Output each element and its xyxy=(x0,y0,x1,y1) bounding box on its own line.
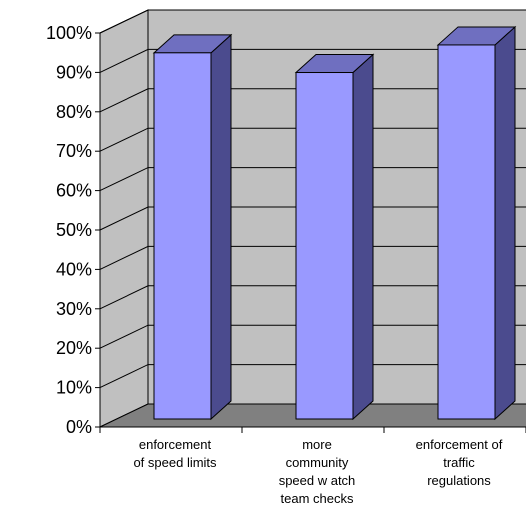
y-tick-label: 100% xyxy=(46,23,92,43)
bar xyxy=(436,25,517,421)
x-category-label-line: more xyxy=(302,437,332,452)
bar-side xyxy=(352,53,374,421)
bar-front xyxy=(153,52,212,420)
gridline xyxy=(99,364,526,389)
gridline xyxy=(99,88,526,113)
x-category-label-line: enforcement of xyxy=(416,437,503,452)
y-tick-label: 40% xyxy=(56,259,92,279)
gridline xyxy=(99,324,526,349)
y-axis-tick-labels: 0% 10% 20% 30% 40% 50% 60% 70% 80% 90% 100% xyxy=(46,23,92,437)
axes xyxy=(95,32,526,433)
x-category-label-line: enforcement xyxy=(139,437,212,452)
y-tick-label: 30% xyxy=(56,299,92,319)
gridlines xyxy=(99,9,526,389)
x-category-label-line: traffic xyxy=(443,455,475,470)
y-tick-label: 90% xyxy=(56,62,92,82)
y-tick-label: 50% xyxy=(56,220,92,240)
y-tick-label: 20% xyxy=(56,338,92,358)
x-category-label-line: speed w atch xyxy=(279,473,356,488)
gridline xyxy=(99,285,526,310)
bar-side xyxy=(494,25,516,421)
gridline xyxy=(99,245,526,270)
x-category-label-line: of speed limits xyxy=(133,455,217,470)
x-category-label-line: regulations xyxy=(427,473,491,488)
bar-front xyxy=(295,72,354,420)
bar xyxy=(294,53,375,421)
gridline xyxy=(99,48,526,73)
x-category-label: enforcement of traffic regulations xyxy=(416,437,503,488)
x-category-label: enforcement of speed limits xyxy=(133,437,217,470)
x-category-label: more community speed w atch team checks xyxy=(279,437,356,506)
x-category-label-line: community xyxy=(286,455,349,470)
y-tick-label: 60% xyxy=(56,181,92,201)
gridline xyxy=(99,167,526,192)
y-tick-label: 10% xyxy=(56,378,92,398)
x-axis-category-labels: enforcement of speed limits more community s… xyxy=(133,437,502,506)
gridline xyxy=(99,127,526,152)
bars xyxy=(152,25,517,421)
bar-front xyxy=(437,44,496,420)
bar-side xyxy=(210,33,232,421)
y-tick-label: 0% xyxy=(66,417,92,437)
bar xyxy=(152,33,233,421)
gridline xyxy=(99,206,526,231)
y-tick-label: 80% xyxy=(56,102,92,122)
x-category-label-line: team checks xyxy=(281,491,354,506)
gridline xyxy=(99,9,526,34)
y-tick-label: 70% xyxy=(56,141,92,161)
